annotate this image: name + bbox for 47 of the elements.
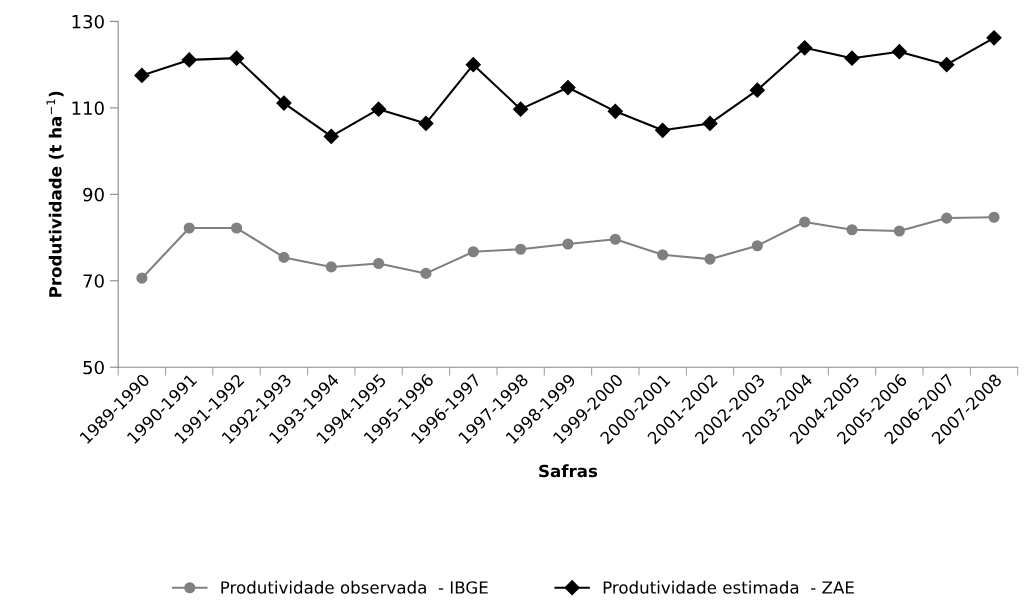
point [373, 257, 385, 270]
point [751, 240, 763, 252]
point [515, 243, 527, 255]
point [893, 225, 905, 237]
point [134, 67, 150, 84]
point [986, 30, 1002, 46]
point [939, 57, 955, 73]
legend-label: Produtividade estimada - ZAE [603, 580, 854, 594]
point [278, 251, 290, 263]
point [607, 103, 623, 119]
legend-label: Produtividade observada - IBGE [221, 580, 488, 594]
point [657, 249, 669, 261]
point [325, 261, 337, 273]
point [704, 253, 716, 265]
point [799, 216, 811, 228]
point [136, 272, 148, 284]
point [609, 233, 621, 245]
point [560, 79, 576, 96]
point [183, 222, 195, 234]
point [229, 50, 245, 66]
point [846, 224, 858, 236]
point [844, 50, 860, 66]
point [941, 212, 953, 224]
y-tick-label: 50 [83, 360, 104, 375]
point [988, 211, 1000, 223]
point [891, 44, 907, 60]
point [702, 115, 718, 131]
point [467, 246, 479, 258]
point [655, 122, 671, 138]
point [797, 40, 813, 56]
x-axis-title: Safras [539, 464, 598, 478]
point [418, 115, 434, 131]
point [231, 222, 243, 234]
point [323, 128, 339, 144]
y-tick-label: 90 [83, 187, 104, 202]
y-tick-label: 70 [83, 274, 104, 288]
point [513, 101, 529, 117]
point [181, 52, 197, 68]
point [562, 238, 574, 250]
point [371, 101, 387, 117]
point [465, 57, 481, 73]
point [420, 267, 432, 279]
y-tick-label: 110 [72, 101, 104, 115]
y-axis-title: Produtividade (t ha$^{−1}$) [46, 91, 64, 297]
y-tick-label: 130 [72, 14, 104, 29]
point [749, 82, 765, 98]
point [276, 95, 292, 111]
